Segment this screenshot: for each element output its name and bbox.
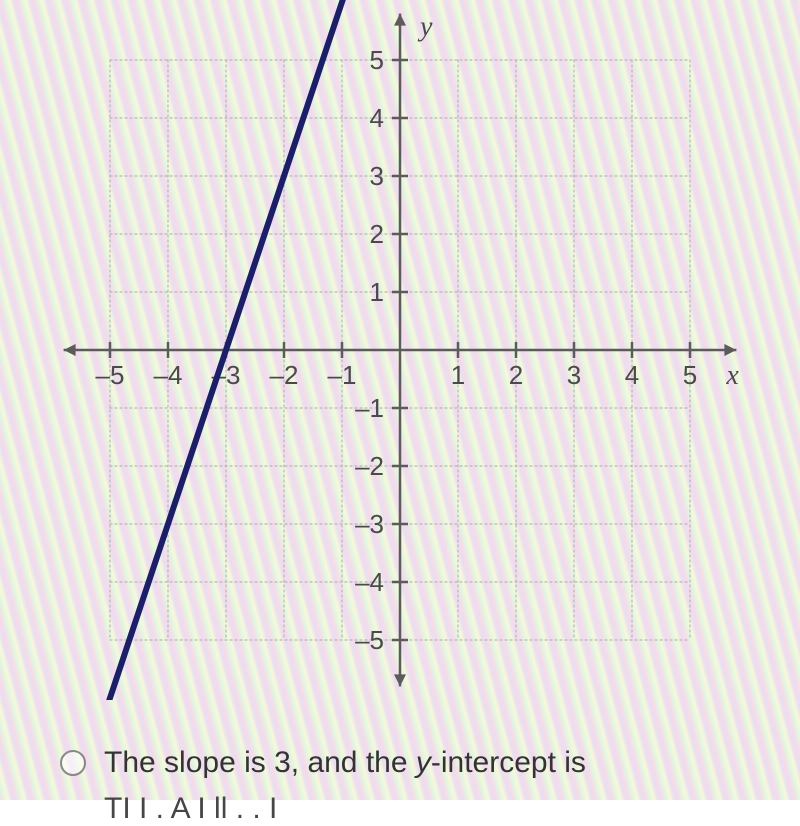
svg-text:2: 2 bbox=[509, 360, 523, 390]
svg-text:1: 1 bbox=[451, 360, 465, 390]
svg-text:x: x bbox=[725, 360, 739, 391]
svg-text:–5: –5 bbox=[96, 360, 125, 390]
svg-text:y: y bbox=[417, 12, 433, 43]
svg-text:5: 5 bbox=[683, 360, 697, 390]
svg-text:4: 4 bbox=[370, 103, 384, 133]
svg-text:5: 5 bbox=[370, 45, 384, 75]
answer-option-cutoff-text: TI I . A I ll . . I bbox=[104, 792, 277, 826]
svg-text:2: 2 bbox=[370, 219, 384, 249]
svg-text:1: 1 bbox=[370, 277, 384, 307]
svg-text:–2: –2 bbox=[270, 360, 299, 390]
svg-text:3: 3 bbox=[567, 360, 581, 390]
svg-text:–3: –3 bbox=[355, 509, 384, 539]
radio-icon[interactable] bbox=[60, 750, 86, 776]
answer-option-text: The slope is 3, and the y-intercept is bbox=[104, 746, 586, 780]
svg-text:3: 3 bbox=[370, 161, 384, 191]
svg-text:–4: –4 bbox=[355, 567, 384, 597]
svg-text:–2: –2 bbox=[355, 451, 384, 481]
svg-text:–1: –1 bbox=[355, 393, 384, 423]
svg-text:–5: –5 bbox=[355, 625, 384, 655]
answer-option-row[interactable]: The slope is 3, and the y-intercept is bbox=[60, 746, 780, 780]
answer-option-cutoff: TI I . A I ll . . I bbox=[60, 792, 780, 826]
graph-frame: –5–4–3–2–112345–5–4–3–2–112345yx bbox=[0, 0, 800, 800]
svg-text:–4: –4 bbox=[154, 360, 183, 390]
svg-text:–1: –1 bbox=[328, 360, 357, 390]
svg-text:4: 4 bbox=[625, 360, 639, 390]
coordinate-graph: –5–4–3–2–112345–5–4–3–2–112345yx bbox=[0, 0, 800, 700]
